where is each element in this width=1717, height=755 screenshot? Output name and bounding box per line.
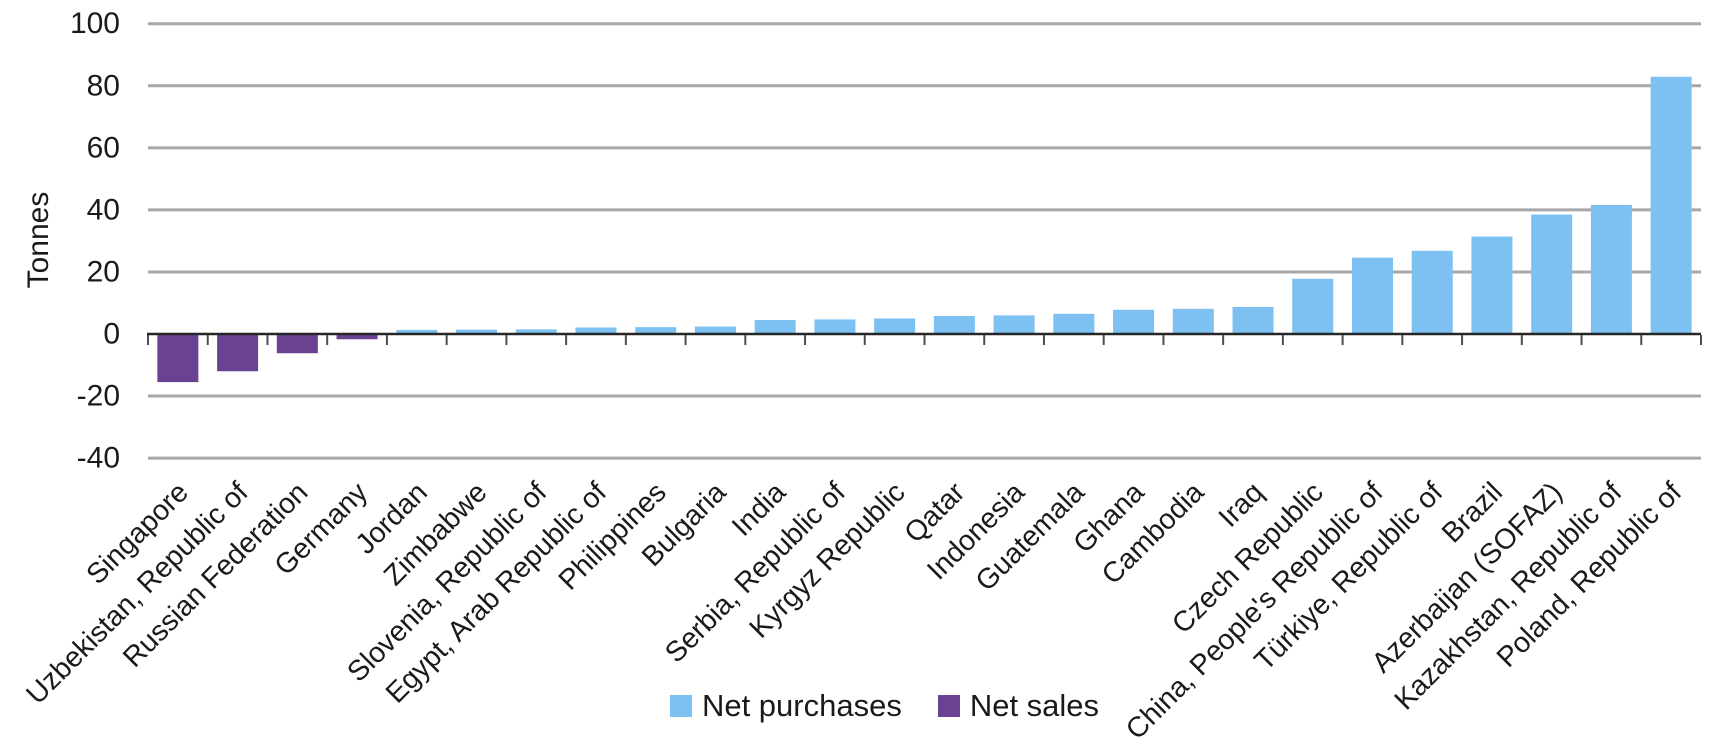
bar-india — [754, 320, 796, 334]
y-tick-label-60: 60 — [87, 131, 120, 164]
y-tick-label--40: -40 — [77, 442, 120, 475]
legend: Net purchases Net sales — [26, 688, 1717, 724]
bar-qatar — [933, 316, 975, 334]
bar-russian-federation — [276, 334, 318, 354]
legend-label-net-sales: Net sales — [969, 688, 1100, 723]
bar-kyrgyz-republic — [874, 318, 916, 334]
bar-jordan — [396, 329, 438, 334]
y-tick-label-80: 80 — [87, 69, 120, 102]
bar-guatemala — [1053, 313, 1095, 334]
legend-item-net-purchases: Net purchases — [669, 688, 902, 724]
y-tick-label-40: 40 — [87, 193, 120, 226]
y-tick-label-100: 100 — [70, 7, 120, 40]
bar-kazakhstan-republic-of — [1590, 204, 1632, 334]
bar-egypt-arab-republic-of — [575, 327, 617, 334]
bar-iraq — [1232, 307, 1274, 334]
bar-azerbaijan-sofaz — [1531, 214, 1573, 334]
bar-serbia-republic-of — [814, 319, 856, 334]
net-purchases-swatch-icon — [669, 695, 692, 717]
bar-china-people-s-republic-of — [1351, 257, 1393, 334]
bar-bulgaria — [694, 326, 736, 334]
bar-poland-republic-of — [1650, 76, 1692, 335]
bar-czech-republic — [1292, 278, 1334, 334]
bar-philippines — [635, 327, 677, 334]
y-tick-label-20: 20 — [87, 255, 120, 288]
legend-label-net-purchases: Net purchases — [701, 688, 902, 723]
bar-zimbabwe — [456, 329, 498, 334]
y-tick-label-0: 0 — [103, 318, 120, 351]
bar-cambodia — [1172, 308, 1214, 334]
net-sales-swatch-icon — [937, 695, 960, 717]
bar-uzbekistan-republic-of — [217, 334, 259, 372]
bar-singapore — [157, 334, 199, 383]
y-axis-title: Tonnes — [22, 191, 55, 289]
bar-germany — [336, 334, 378, 340]
bar-ghana — [1113, 309, 1155, 334]
bar-t-rkiye-republic-of — [1411, 250, 1453, 334]
y-tick-label--20: -20 — [77, 380, 120, 413]
legend-item-net-sales: Net sales — [937, 688, 1100, 724]
bar-brazil — [1471, 236, 1513, 334]
bar-slovenia-republic-of — [515, 329, 557, 334]
bar-indonesia — [993, 315, 1035, 334]
